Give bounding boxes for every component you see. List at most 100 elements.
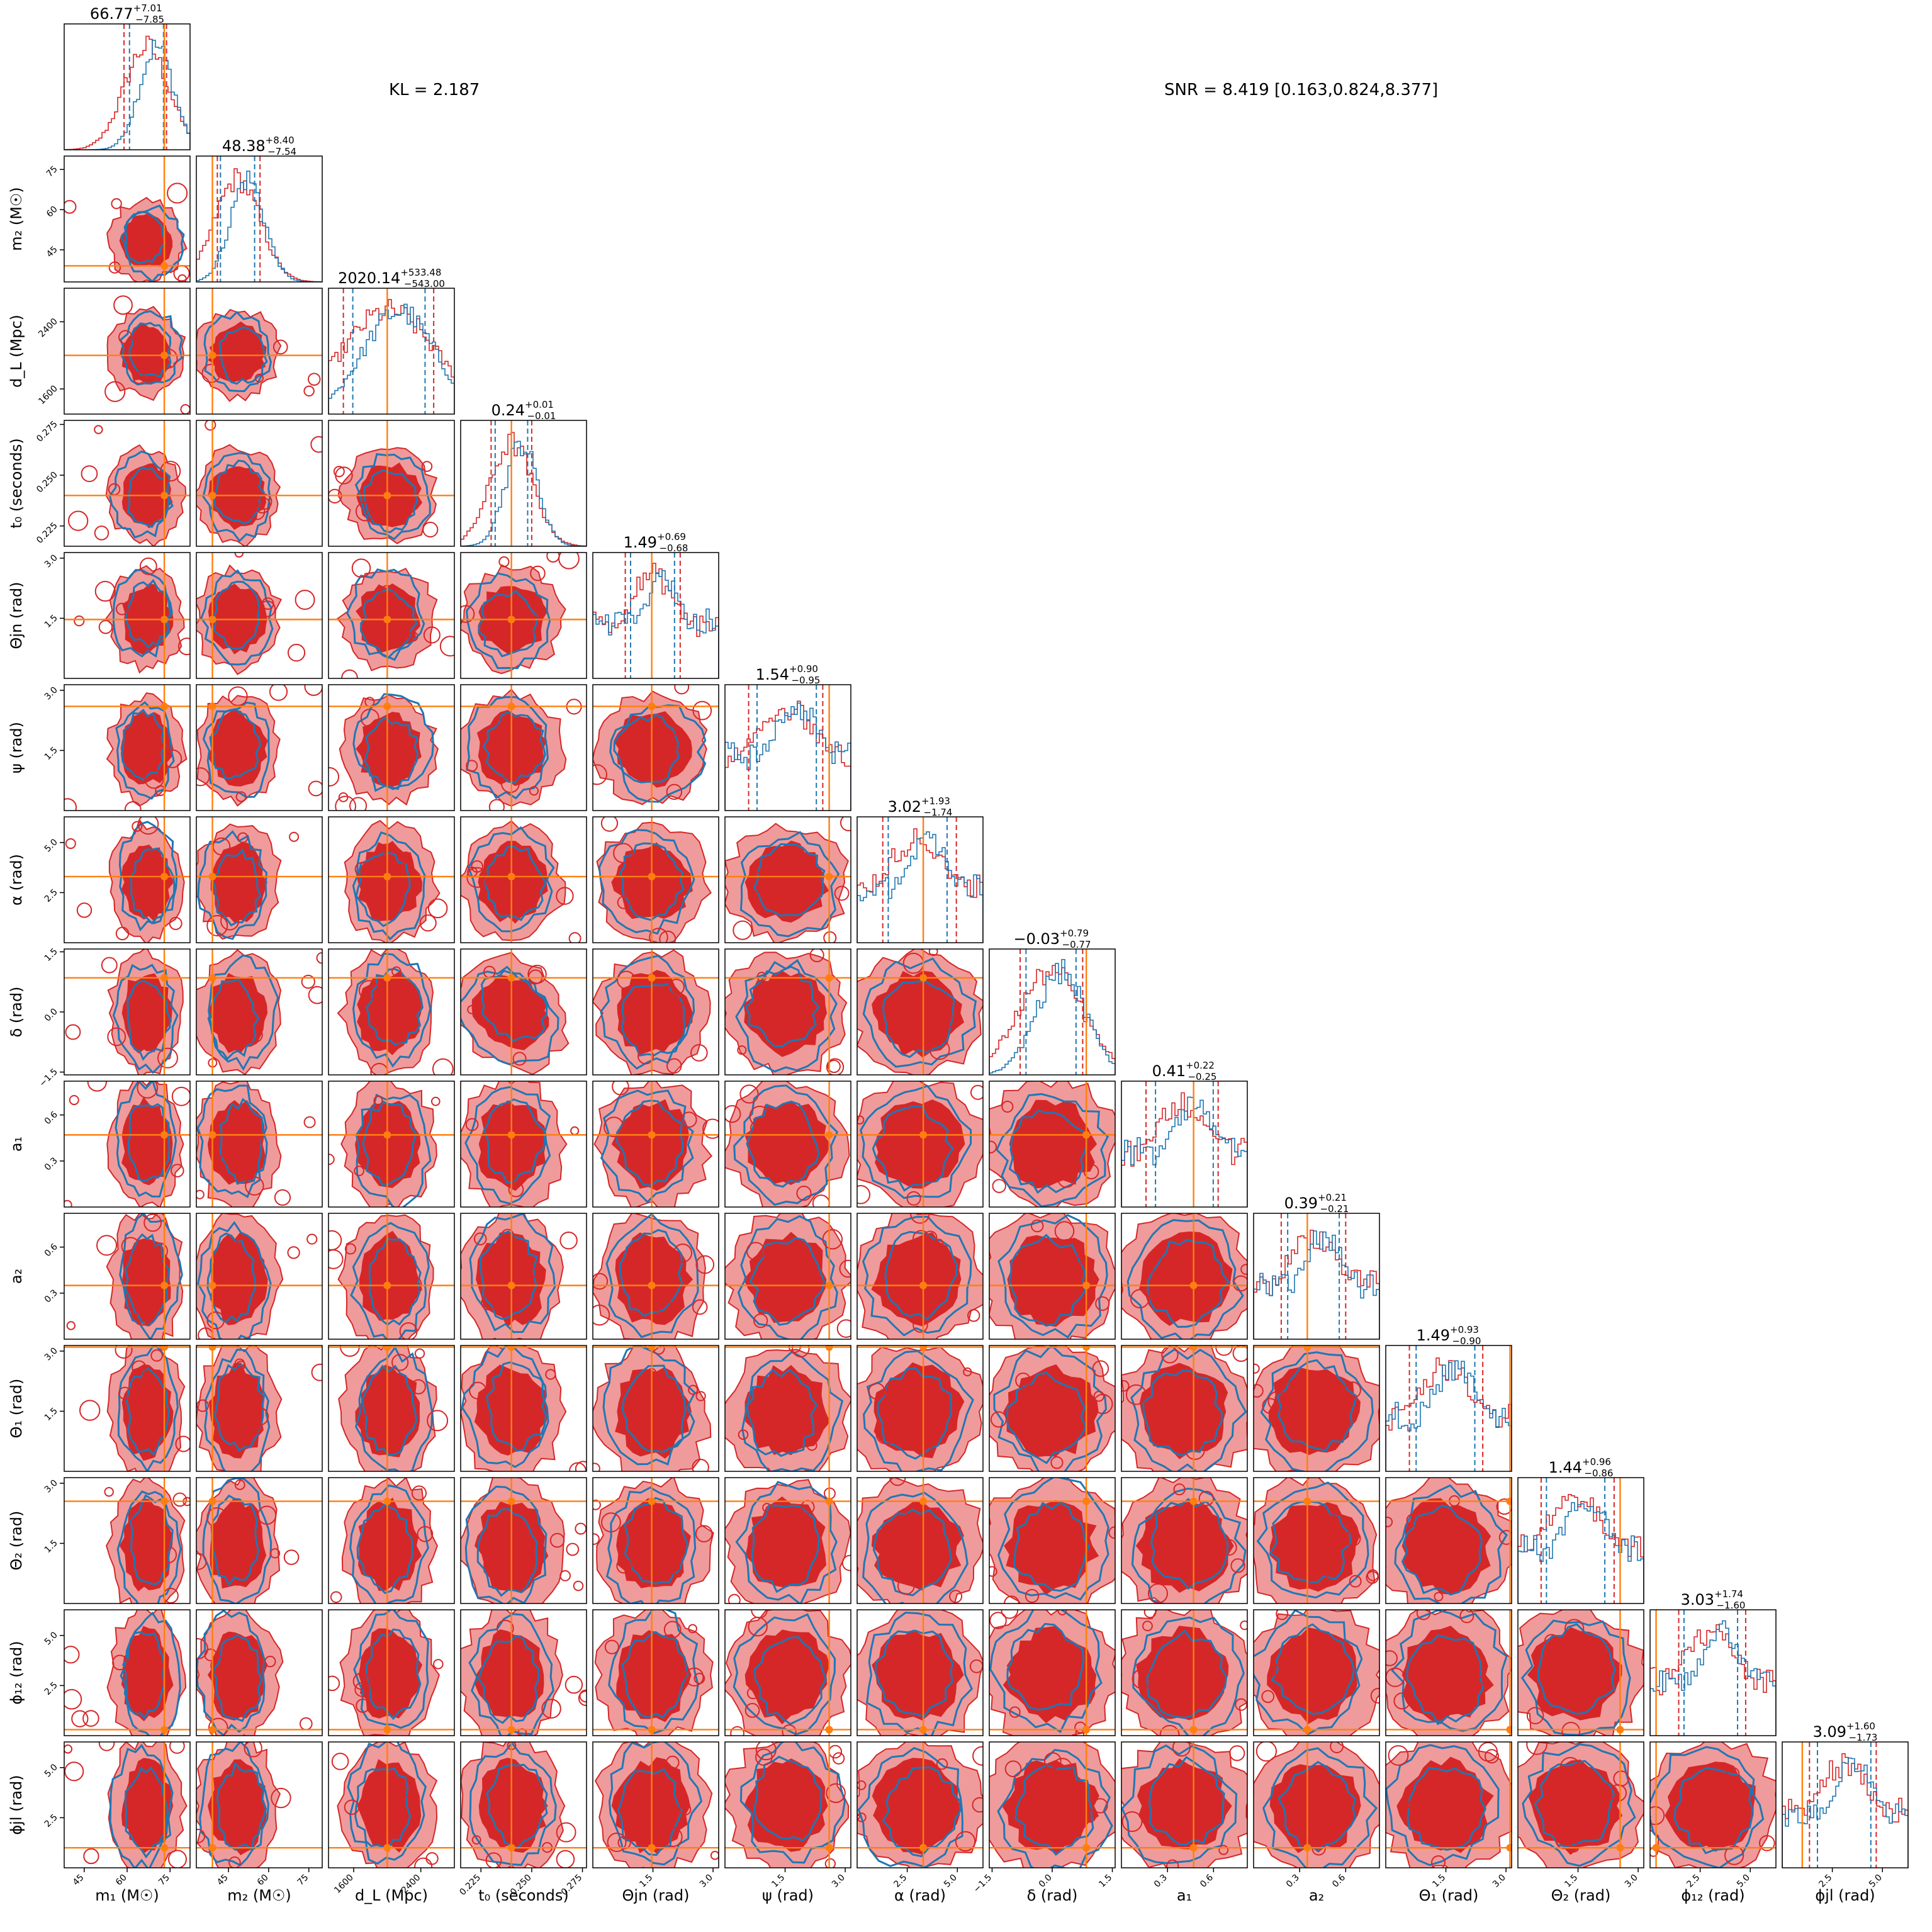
speckle-contour xyxy=(663,1620,682,1639)
panel-frame xyxy=(856,816,984,943)
speckle-contour xyxy=(570,1126,580,1135)
panel-frame xyxy=(724,1213,851,1340)
series-a-contour xyxy=(125,1367,170,1456)
speckle-contour xyxy=(616,1558,632,1574)
inner-contour xyxy=(1135,1502,1234,1593)
speckle-contour xyxy=(727,1593,741,1603)
speckle-contour xyxy=(1613,1770,1629,1787)
series-a-contour xyxy=(465,696,549,800)
truth-marker xyxy=(160,1497,169,1505)
density-contours xyxy=(461,1742,587,1868)
density-contours xyxy=(329,949,454,1075)
series-a-contour xyxy=(1130,1348,1247,1471)
speckle-contour xyxy=(674,685,690,695)
speckle-contour xyxy=(906,1191,921,1206)
panel-t0-vs-phijl: 0.225 0.250 0.275 xyxy=(458,1741,587,1897)
speckle-contour xyxy=(894,1654,909,1670)
panel-frame xyxy=(328,420,455,547)
series-a-contour xyxy=(354,453,431,541)
series-a-contour xyxy=(863,1350,974,1471)
speckle-contour xyxy=(695,1391,706,1401)
y-tick-label: 0.225 xyxy=(35,520,60,546)
speckle-contour xyxy=(287,1246,300,1259)
panel-frame xyxy=(64,1081,191,1208)
series-a-contour xyxy=(206,1232,257,1323)
series-a-contour xyxy=(621,1631,689,1719)
truth-marker xyxy=(1189,1497,1198,1505)
speckle-contour xyxy=(593,764,607,785)
panel-frame xyxy=(460,1213,587,1340)
speckle-contour xyxy=(1083,1809,1097,1823)
truth-marker xyxy=(383,702,391,710)
speckle-contour xyxy=(617,1836,631,1850)
speckle-contour xyxy=(269,1548,281,1559)
speckle-contour xyxy=(410,1379,426,1395)
speckle-contour xyxy=(913,1317,928,1333)
diag-panel-delta: −0.03+0.79 −0.77 xyxy=(989,928,1116,1076)
snr-annotation: SNR = 8.419 [0.163,0.824,8.377] xyxy=(1164,81,1439,99)
y-tick-label: 1600 xyxy=(37,384,60,407)
speckle-contour xyxy=(196,1828,206,1844)
speckle-contour xyxy=(1526,1742,1547,1755)
truth-marker xyxy=(208,1844,216,1852)
speckle-contour xyxy=(131,1517,140,1527)
speckle-contour xyxy=(1386,1516,1393,1527)
speckle-contour xyxy=(681,1111,697,1128)
truth-marker xyxy=(1303,1497,1311,1505)
series-a-contour xyxy=(207,978,260,1060)
speckle-contour xyxy=(738,1429,749,1440)
speckle-contour xyxy=(143,1213,162,1232)
speckle-contour xyxy=(173,265,190,282)
truth-marker xyxy=(160,1131,169,1139)
speckle-contour xyxy=(529,786,539,796)
series-a-contour xyxy=(735,958,838,1073)
speckle-contour xyxy=(666,1058,682,1074)
panel-title: −0.03+0.79 −0.77 xyxy=(1014,928,1091,950)
speckle-contour xyxy=(541,1699,561,1719)
speckle-contour xyxy=(1130,1289,1150,1309)
y-axis-label-dL: d_L (Mpc) xyxy=(8,315,25,388)
speckle-contour xyxy=(549,1532,565,1548)
truth-marker xyxy=(1082,1281,1091,1289)
density-contours xyxy=(1121,1610,1247,1736)
series-a-contour xyxy=(860,1084,972,1199)
panel-alpha-vs-phijl: 2.5 5.0 xyxy=(856,1741,984,1890)
truth-marker xyxy=(160,872,169,880)
series-a-contour xyxy=(478,1634,540,1724)
panel-frame xyxy=(64,1609,191,1736)
panel-m1-vs-theta1: 1.5 3.0 xyxy=(43,1345,191,1472)
speckle-contour xyxy=(607,1833,627,1852)
speckle-contour xyxy=(1057,1169,1076,1188)
series-a-contour xyxy=(355,1093,432,1207)
y-tick-label: 0.6 xyxy=(43,1242,60,1259)
panel-psi-vs-a2 xyxy=(724,1213,851,1340)
series-b-histogram xyxy=(989,965,1115,1075)
density-contours xyxy=(989,1081,1115,1207)
series-a-contour xyxy=(605,1486,697,1603)
speckle-contour xyxy=(772,1243,782,1253)
speckle-contour xyxy=(310,435,322,453)
truth-marker xyxy=(208,1281,216,1289)
diag-panel-m2: 48.38+8.40 −7.54 xyxy=(196,135,323,283)
speckle-contour xyxy=(1344,1381,1361,1399)
speckle-contour xyxy=(1269,1663,1281,1676)
speckle-contour xyxy=(69,1095,79,1106)
density-contours xyxy=(989,1742,1115,1868)
speckle-contour xyxy=(1031,1219,1044,1233)
speckle-contour xyxy=(559,1231,578,1250)
truth-marker xyxy=(507,1726,515,1734)
series-a-contour xyxy=(464,1485,548,1603)
histograms xyxy=(725,685,851,811)
density-contours xyxy=(329,817,454,943)
speckle-contour xyxy=(162,1587,179,1603)
speckle-contour xyxy=(936,1758,948,1770)
speckle-contour xyxy=(508,1181,524,1198)
truth-marker xyxy=(919,1345,928,1351)
speckle-contour xyxy=(1092,1360,1109,1377)
speckle-contour xyxy=(145,731,161,748)
panel-frame xyxy=(460,1609,587,1736)
x-tick-label: 0.6 xyxy=(1330,1872,1347,1889)
histograms xyxy=(1254,1213,1379,1339)
speckle-contour xyxy=(914,1418,935,1439)
series-a-contour xyxy=(1148,1756,1225,1846)
